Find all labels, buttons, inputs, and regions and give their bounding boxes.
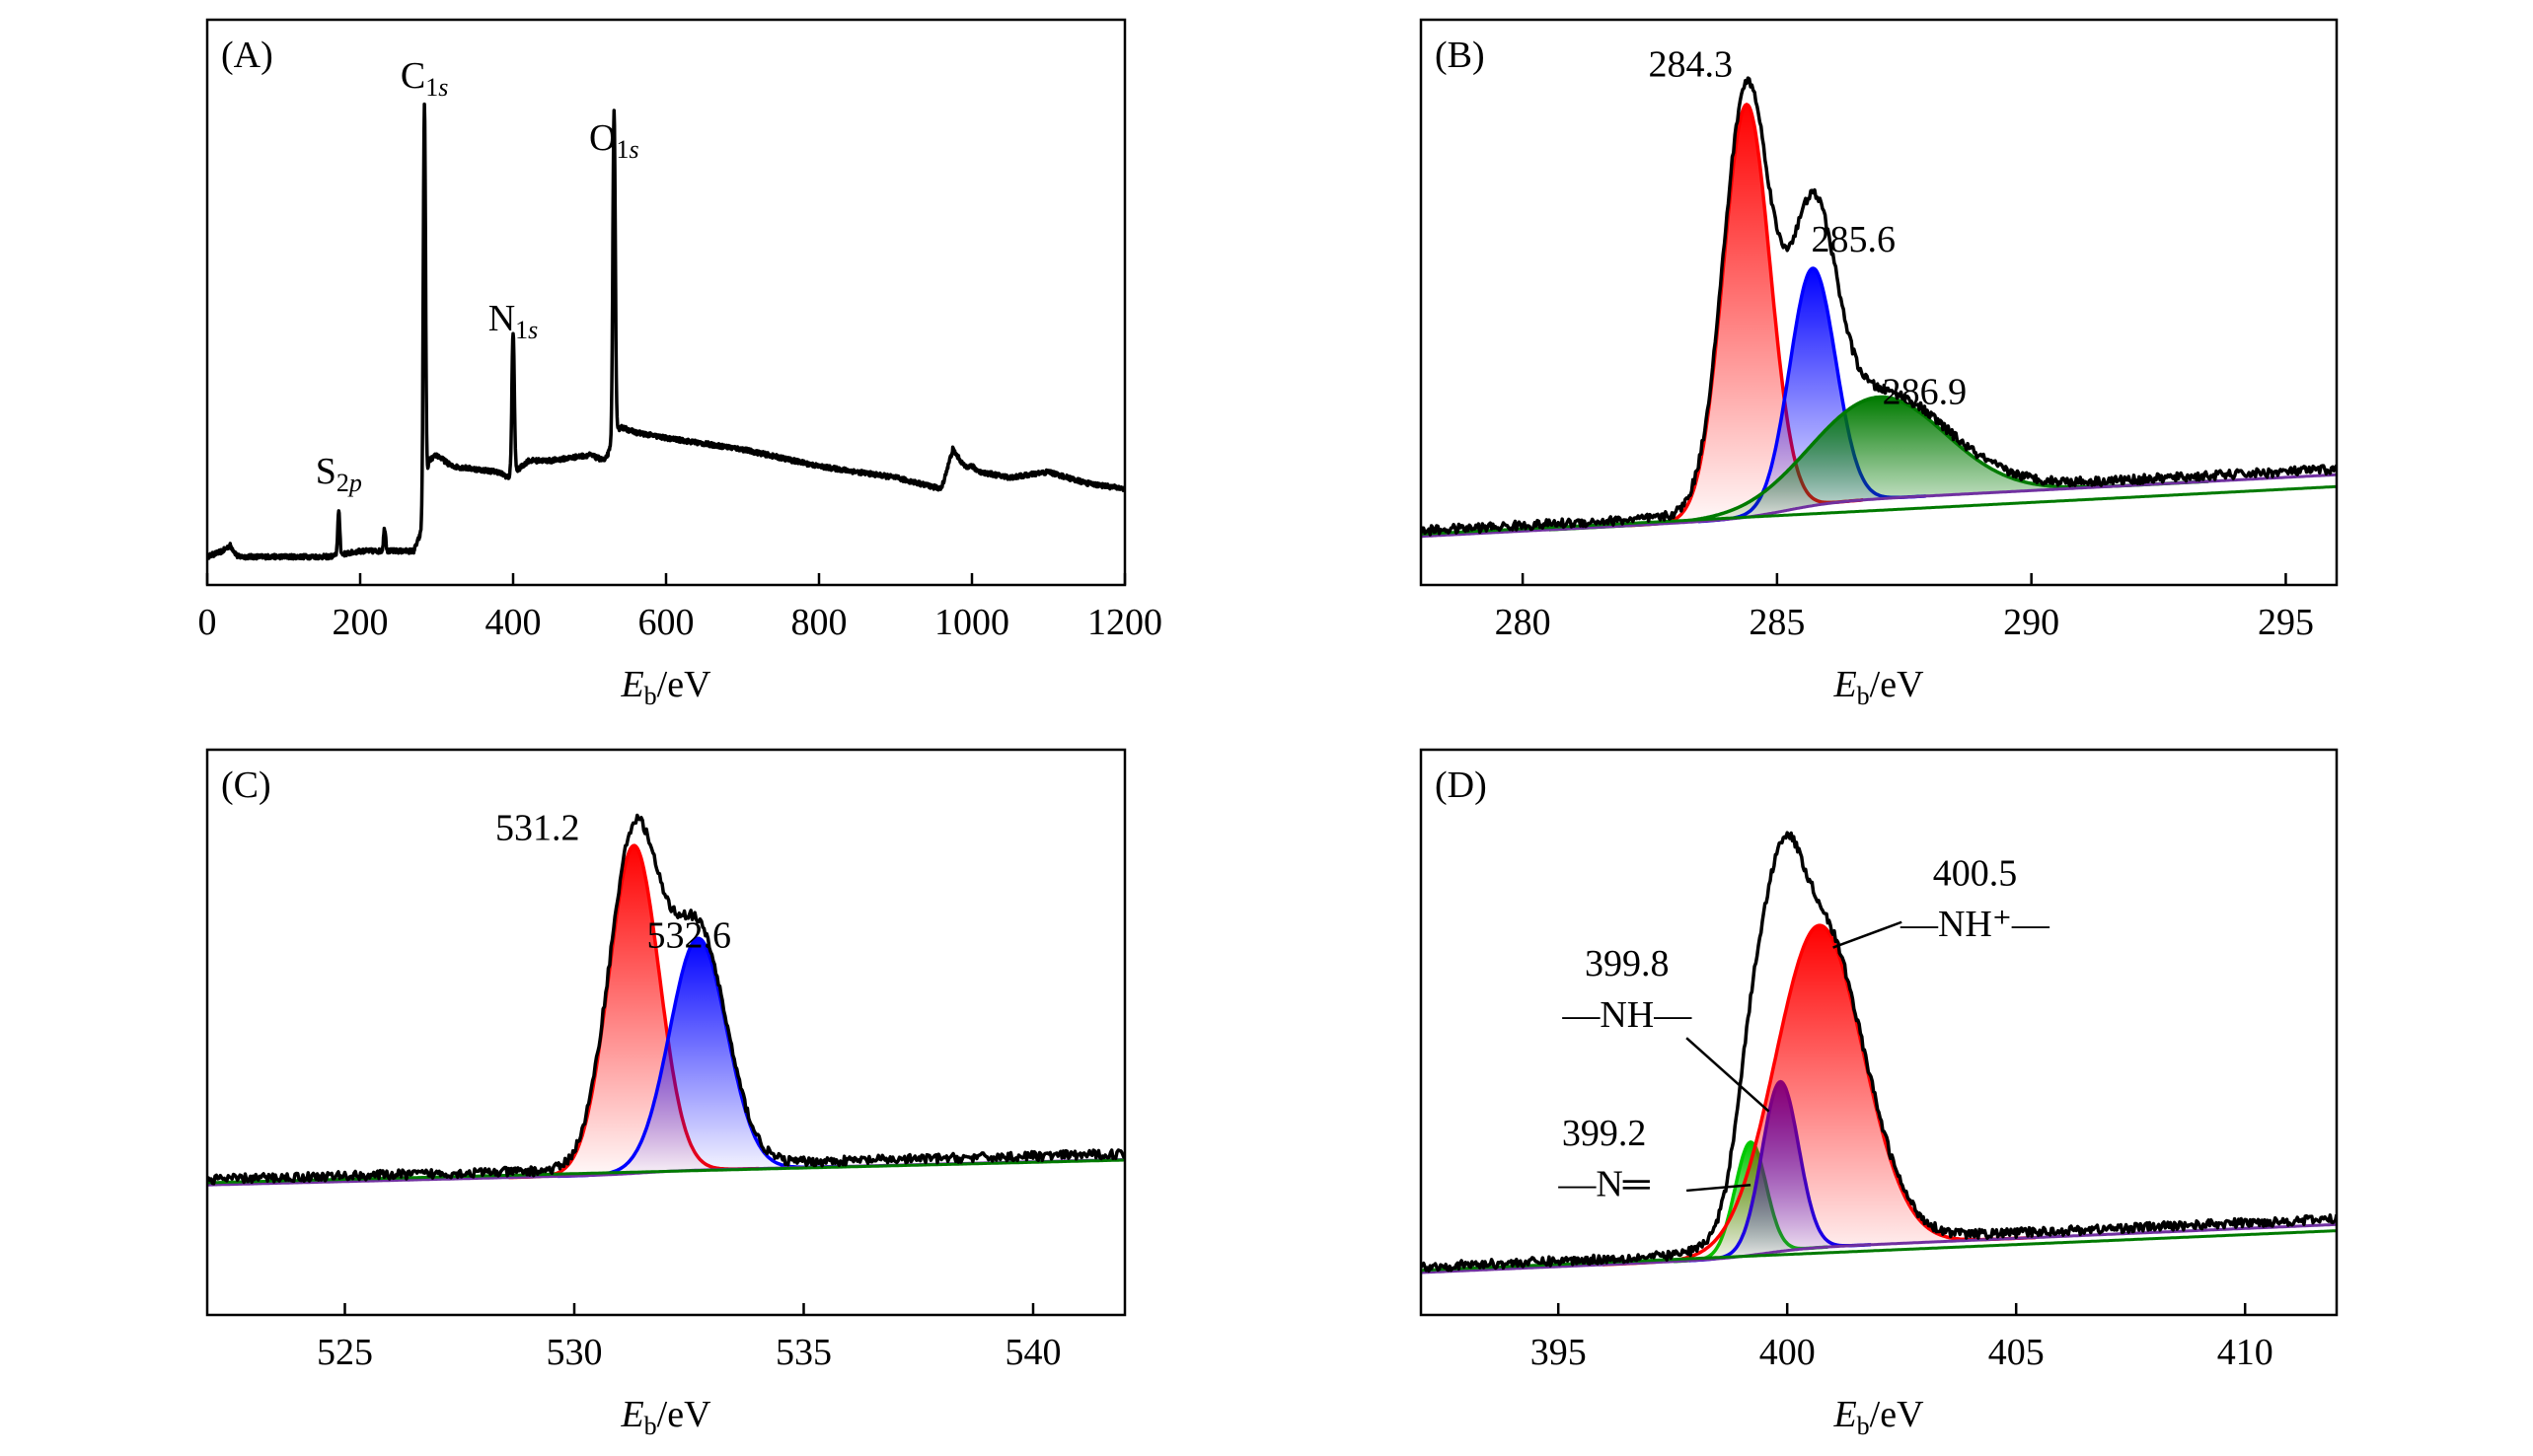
peak-label-1: 531.2 bbox=[495, 808, 580, 849]
plot-frame-B bbox=[1419, 18, 2339, 587]
x-tick-label: 405 bbox=[1988, 1332, 2045, 1373]
panel-label-D: (D) bbox=[1435, 764, 1487, 806]
panel-C: 531.2 532.6 525 530 535 540 (C) Eb/eV bbox=[205, 748, 1127, 1440]
x-tick-label: 200 bbox=[333, 602, 389, 643]
peak-label-6: —N═ bbox=[1557, 1164, 1650, 1205]
x-axis-title: Eb/eV bbox=[1832, 1394, 1924, 1440]
leader-line-1 bbox=[1832, 920, 1902, 949]
envelope-spectrum-line bbox=[1421, 76, 2337, 537]
x-tick-label: 285 bbox=[1749, 602, 1805, 643]
x-tick-label: 600 bbox=[638, 602, 695, 643]
panel-label-A: (A) bbox=[221, 35, 273, 76]
plot-area-B bbox=[1421, 76, 2337, 539]
peak-label-1: 400.5 bbox=[1933, 853, 2018, 895]
x-axis-title: Eb/eV bbox=[1832, 664, 1924, 710]
panel-A: S2p C1s N1s O1s 0 200 400 600 800 1000 1200 (A) Eb/e… bbox=[198, 18, 1162, 710]
x-tick-label: 280 bbox=[1495, 602, 1551, 643]
x-axis-title: Eb/eV bbox=[620, 1394, 711, 1440]
peak-label-1: 284.3 bbox=[1648, 43, 1733, 85]
envelope-spectrum-line bbox=[1421, 831, 2337, 1274]
plot-area-D bbox=[1421, 831, 2337, 1274]
x-tick-label: 530 bbox=[547, 1332, 603, 1373]
background-line bbox=[1421, 473, 2337, 539]
peak-label-n1s: N1s bbox=[488, 298, 539, 344]
x-tick-label: 295 bbox=[2258, 602, 2314, 643]
peak-label-4: —NH— bbox=[1561, 994, 1692, 1036]
peak-label-2: —NH⁺— bbox=[1900, 904, 2050, 945]
panel-label-C: (C) bbox=[221, 764, 271, 806]
x-tick-label: 0 bbox=[198, 602, 217, 643]
plot-frame-A bbox=[205, 18, 1127, 587]
x-tick-label: 540 bbox=[1006, 1332, 1062, 1373]
panel-label-B: (B) bbox=[1435, 35, 1485, 76]
x-tick-label: 400 bbox=[1759, 1332, 1816, 1373]
component-fill-286.9 bbox=[1548, 397, 2209, 530]
envelope-spectrum-line bbox=[207, 813, 1125, 1186]
x-tick-label: 800 bbox=[791, 602, 848, 643]
peak-label-5: 399.2 bbox=[1562, 1113, 1647, 1154]
peak-label-2: 532.6 bbox=[647, 915, 732, 957]
plot-frame-D bbox=[1419, 748, 2339, 1317]
x-tick-label: 1000 bbox=[934, 602, 1009, 643]
plot-area-A bbox=[207, 102, 1125, 561]
component-fill-400.5 bbox=[1602, 925, 2037, 1266]
peak-label-3: 399.8 bbox=[1585, 943, 1670, 984]
x-tick-label: 525 bbox=[317, 1332, 373, 1373]
component-fill-284.3 bbox=[1630, 104, 1864, 526]
plot-frame-C bbox=[205, 748, 1127, 1317]
x-tick-label: 400 bbox=[485, 602, 542, 643]
peak-label-2: 285.6 bbox=[1811, 219, 1896, 260]
component-fill-531.2 bbox=[508, 845, 760, 1178]
leader-line-2 bbox=[1685, 1037, 1770, 1113]
x-tick-label: 410 bbox=[2217, 1332, 2273, 1373]
panel-B: 284.3 285.6 286.9 280 285 290 295 (B) Eb/eV bbox=[1419, 18, 2339, 710]
x-tick-label: 535 bbox=[776, 1332, 832, 1373]
component-fill-532.6 bbox=[557, 938, 841, 1177]
x-axis-title: Eb/eV bbox=[620, 664, 711, 710]
survey-spectrum-line bbox=[207, 102, 1125, 561]
peak-label-s2p: S2p bbox=[316, 451, 362, 497]
x-tick-label: 1200 bbox=[1087, 602, 1162, 643]
plot-area-C bbox=[207, 813, 1125, 1187]
x-tick-label: 395 bbox=[1530, 1332, 1587, 1373]
panel-D: 400.5 —NH⁺— 399.8 —NH— 399.2 —N═ 395 400 405 410 (… bbox=[1419, 748, 2339, 1440]
peak-label-3: 286.9 bbox=[1883, 372, 1968, 413]
component-fill-285.6 bbox=[1698, 268, 1926, 522]
leader-line-3 bbox=[1686, 1183, 1751, 1193]
peak-label-c1s: C1s bbox=[401, 55, 448, 102]
peak-label-o1s: O1s bbox=[589, 117, 639, 164]
x-tick-label: 290 bbox=[2003, 602, 2059, 643]
